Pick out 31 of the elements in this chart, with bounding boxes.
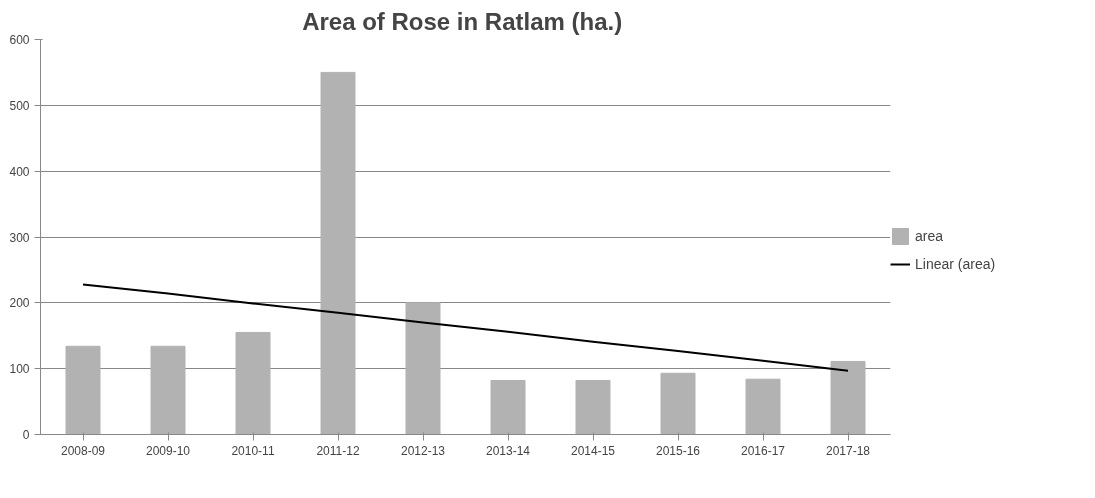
- y-tick-label: 300: [9, 230, 30, 245]
- y-tick-label: 100: [9, 362, 30, 377]
- x-tick-label: 2008-09: [60, 443, 106, 458]
- bar: [405, 302, 441, 435]
- bar: [575, 380, 611, 435]
- x-tick-label: 2012-13: [400, 443, 446, 458]
- y-tick-label: 600: [9, 33, 30, 47]
- x-tick-label: 2015-16: [655, 443, 701, 458]
- y-tick-label: 0: [22, 428, 30, 442]
- y-tick-label: 200: [9, 296, 30, 311]
- bar: [150, 345, 186, 435]
- x-tick-label: 2017-18: [825, 443, 871, 458]
- bar: [490, 380, 526, 435]
- y-tick-label: 400: [9, 164, 30, 179]
- legend-label: Linear (area): [915, 256, 996, 272]
- x-tick-label: 2013-14: [485, 443, 531, 458]
- x-tick-label: 2014-15: [570, 443, 616, 458]
- bar: [65, 345, 101, 435]
- bar: [320, 71, 356, 435]
- line-series: [82, 283, 849, 372]
- x-tick-label: 2016-17: [740, 443, 786, 458]
- x-tick-label: 2010-11: [231, 443, 275, 458]
- x-tick-label: 2009-10: [145, 443, 191, 458]
- legend-label: area: [915, 228, 944, 244]
- bar: [745, 378, 781, 435]
- bar: [235, 331, 271, 435]
- y-tick-label: 500: [9, 98, 30, 113]
- chart-title: Area of Rose in Ratlam (ha.): [302, 7, 623, 35]
- bar: [830, 360, 866, 435]
- bar: [660, 372, 696, 435]
- x-tick-label: 2011-12: [316, 443, 360, 458]
